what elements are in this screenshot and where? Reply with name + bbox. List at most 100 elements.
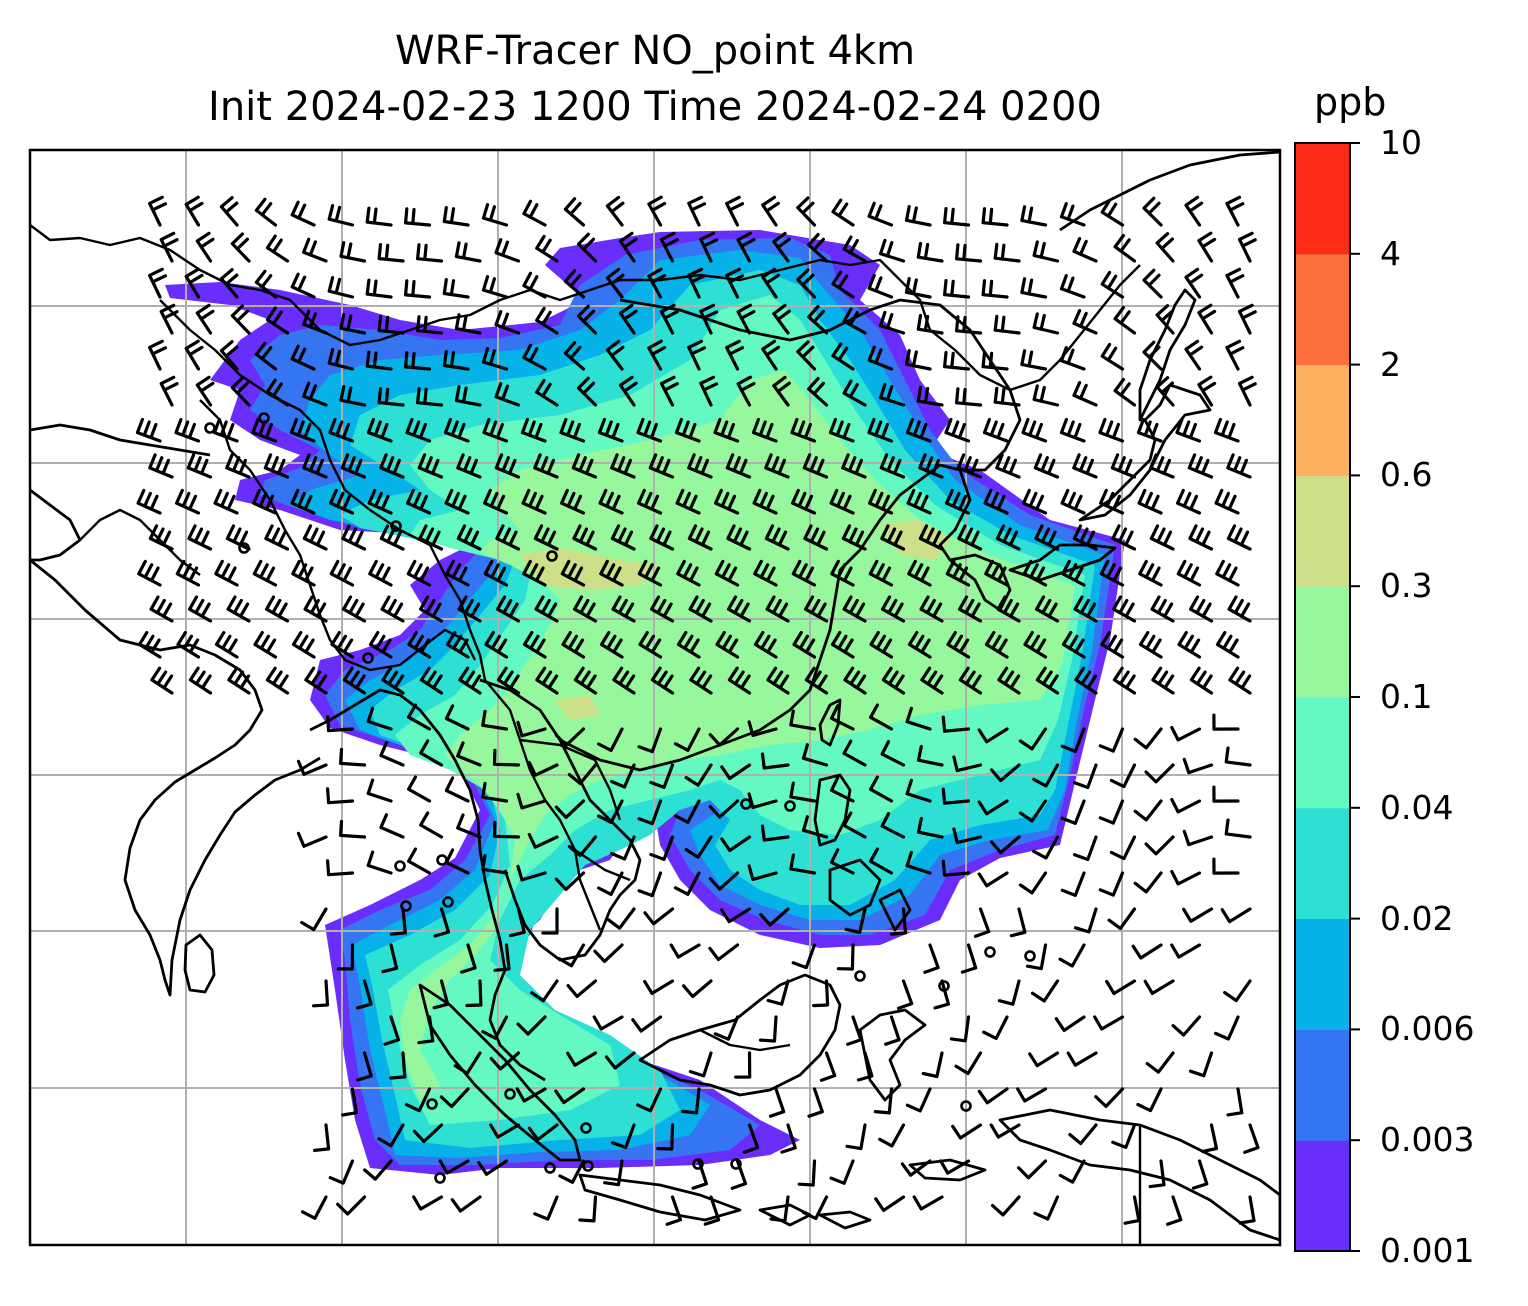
wind-barb: [1136, 417, 1163, 443]
wind-barb: [1197, 303, 1217, 335]
coastline-japan: [1008, 288, 1212, 582]
wind-barb: [842, 811, 867, 839]
wind-barb: [1133, 871, 1163, 894]
wind-barb: [148, 453, 174, 479]
wind-barb: [381, 943, 399, 974]
wind-barb: [1098, 417, 1125, 443]
wind-barb: [597, 727, 624, 752]
wind-barb: [656, 1123, 675, 1151]
wind-barb: [135, 417, 162, 443]
wind-barb: [520, 417, 547, 443]
calm-wind-circle: [580, 1122, 592, 1134]
wind-barb: [945, 488, 971, 515]
wind-barb: [1032, 240, 1060, 263]
wind-barb: [758, 1015, 778, 1043]
wind-barb: [796, 196, 817, 227]
calm-wind-circle: [784, 800, 796, 812]
wind-barb: [687, 339, 707, 371]
wind-barb: [612, 666, 636, 695]
wind-barb: [535, 306, 559, 335]
wind-barb: [458, 666, 482, 695]
wind-barb: [869, 847, 894, 875]
wind-barb: [807, 232, 829, 263]
wind-barb: [492, 820, 521, 839]
wind-barb: [689, 666, 713, 695]
wind-barb: [341, 1087, 359, 1117]
wind-barb: [747, 792, 778, 809]
wind-barb: [1032, 835, 1060, 860]
wind-barb: [406, 488, 432, 515]
wind-barb: [290, 200, 316, 227]
wind-barb: [383, 1015, 400, 1046]
wind-barb: [159, 303, 179, 335]
coastline-sumatra: [418, 983, 582, 1162]
wind-barb: [803, 524, 829, 551]
wind-barb: [1215, 631, 1240, 659]
wind-barb: [263, 453, 290, 479]
wind-barb: [230, 232, 251, 263]
wind-barb: [637, 799, 663, 826]
wind-barb: [1060, 799, 1086, 825]
wind-barb: [1133, 799, 1163, 822]
wind-barb: [1100, 342, 1125, 371]
wind-barb: [1032, 384, 1060, 407]
wind-barb: [136, 488, 162, 515]
wind-barb: [923, 943, 940, 974]
wind-barb: [560, 559, 586, 587]
wind-barb: [1094, 1087, 1125, 1108]
wind-barb: [943, 351, 971, 371]
wind-barb: [1059, 417, 1086, 443]
wind-barb: [807, 1087, 824, 1118]
wind-barb: [1113, 305, 1137, 335]
wind-barb: [494, 453, 521, 479]
wind-barb: [226, 595, 251, 623]
wind-barb: [419, 666, 444, 695]
wind-barb: [742, 1123, 760, 1154]
wind-barb: [1212, 785, 1240, 803]
colorbar-swatch: [1295, 586, 1350, 698]
wind-barb: [445, 631, 470, 659]
wind-barb: [997, 666, 1021, 695]
wind-barb: [708, 799, 740, 819]
wind-barb: [1020, 349, 1048, 371]
wind-barb: [1226, 524, 1252, 551]
wind-barb: [326, 787, 355, 805]
coastline-india: [30, 558, 321, 997]
wind-barb: [454, 241, 482, 263]
wind-barb: [304, 666, 328, 695]
wind-barb: [842, 379, 867, 407]
wind-barb: [759, 907, 790, 927]
wind-barb: [137, 631, 162, 659]
wind-barb: [481, 853, 509, 875]
wind-barb: [801, 743, 829, 767]
wind-barb: [831, 342, 855, 371]
wind-barb: [802, 453, 829, 479]
wind-barb: [219, 340, 239, 371]
wind-barb: [563, 197, 586, 227]
wind-barb: [407, 703, 432, 731]
coastline-new-guinea: [998, 1108, 1280, 1242]
wind-barb: [296, 759, 328, 776]
wind-barb: [137, 559, 162, 587]
wind-barb: [453, 1051, 482, 1075]
wind-barb: [213, 488, 239, 515]
wind-barb: [792, 631, 817, 659]
wind-barb: [1170, 869, 1202, 886]
wind-barb: [676, 559, 701, 587]
wind-barb: [432, 979, 450, 1010]
wind-barb: [1214, 488, 1240, 515]
wind-barb: [981, 351, 1009, 371]
wind-barb: [184, 339, 204, 371]
coastline-java: [578, 1173, 742, 1222]
coastline-taiwan: [818, 698, 842, 747]
wind-barb: [302, 309, 328, 335]
coastline-srilanka: [183, 933, 216, 994]
wind-barb: [606, 907, 636, 930]
wind-barb: [454, 385, 482, 407]
wind-barb: [725, 339, 745, 371]
calm-wind-circle: [544, 1162, 556, 1174]
wind-barb: [188, 595, 213, 623]
wind-barb: [688, 595, 713, 623]
wind-barb: [916, 744, 944, 767]
